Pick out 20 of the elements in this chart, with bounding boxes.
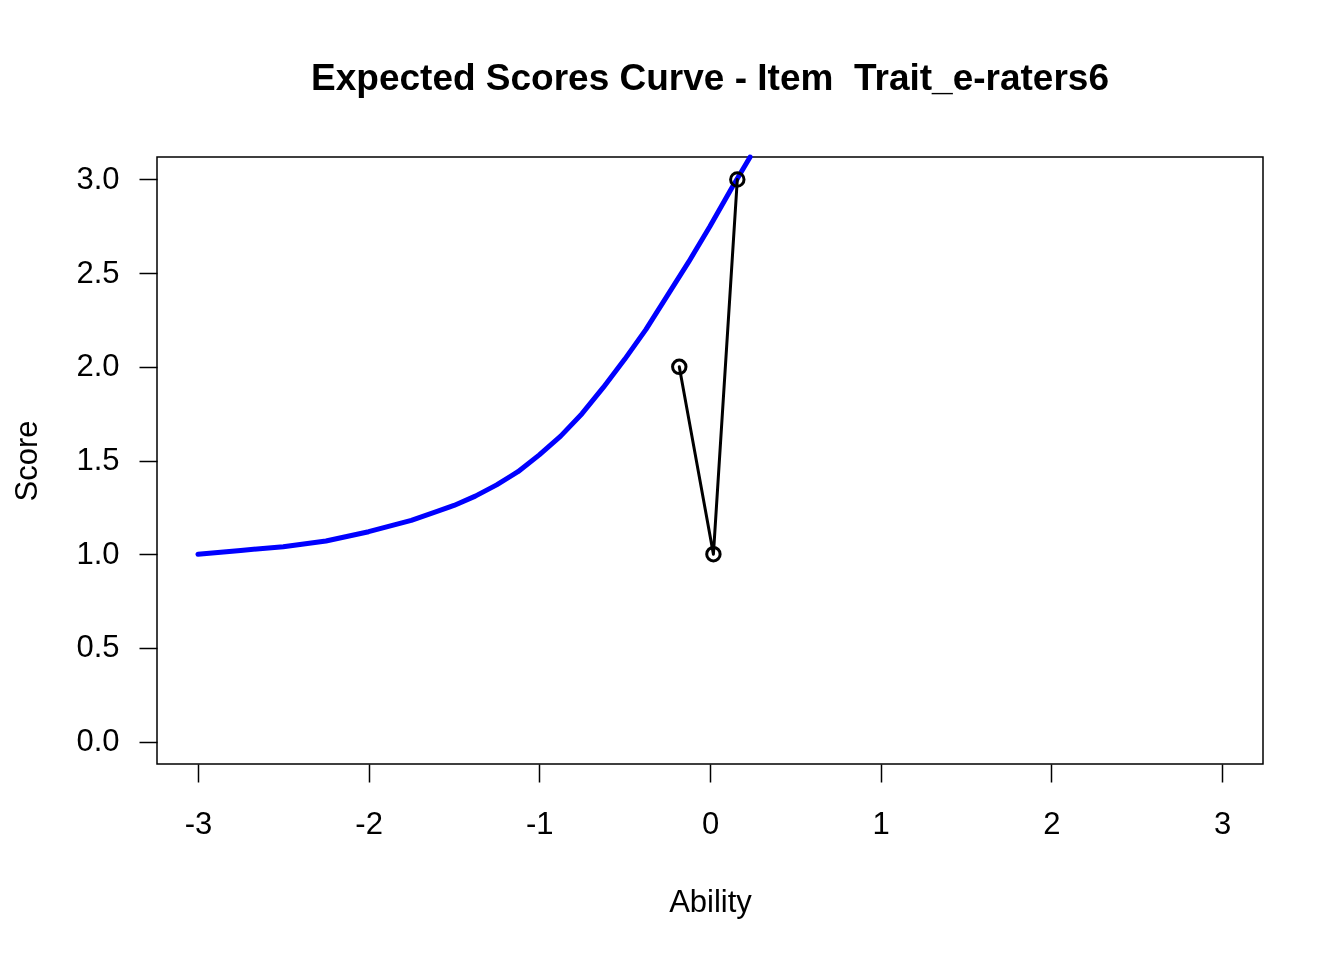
point <box>705 545 722 563</box>
x-tick-label: -2 <box>355 805 383 841</box>
y-tick-label: 0.5 <box>76 629 120 665</box>
y-tick-label: 1.5 <box>76 442 120 477</box>
y-tick-label: 2.5 <box>76 254 120 290</box>
y-tick-label: 3.0 <box>76 160 120 196</box>
chart-title: Expected Scores Curve - Item Trait_e-raters6 <box>311 56 1109 98</box>
x-tick-label: 1 <box>872 805 890 841</box>
x-tick-label: 3 <box>1213 805 1232 841</box>
x-tick-label: 0 <box>701 805 720 841</box>
point <box>729 171 746 188</box>
point <box>671 358 688 376</box>
x-tick-label: 2 <box>1043 805 1061 841</box>
y-axis-title: Score <box>8 420 44 502</box>
y-tick-label: 1.0 <box>76 535 120 571</box>
x-axis-title: Ability <box>669 883 753 919</box>
y-tick-label: 0.0 <box>76 723 120 759</box>
x-tick-label: -1 <box>526 805 554 841</box>
y-tick-label: 2.0 <box>76 348 120 384</box>
x-tick-label: -3 <box>184 805 213 841</box>
